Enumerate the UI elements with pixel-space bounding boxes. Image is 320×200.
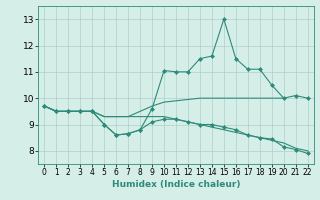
X-axis label: Humidex (Indice chaleur): Humidex (Indice chaleur) bbox=[112, 180, 240, 189]
